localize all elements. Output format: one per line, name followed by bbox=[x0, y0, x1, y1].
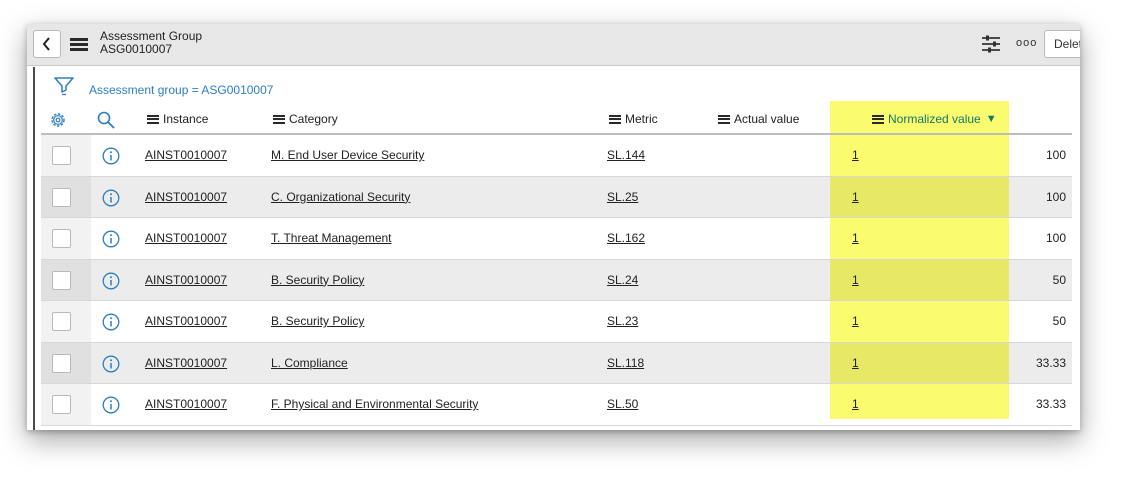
instance-link[interactable]: AINST0010007 bbox=[145, 189, 228, 204]
instance-link[interactable]: AINST0010007 bbox=[145, 272, 228, 287]
sliders-icon[interactable] bbox=[981, 35, 1001, 53]
metric-link[interactable]: SL.25 bbox=[607, 189, 639, 204]
filter-icon[interactable] bbox=[54, 77, 74, 96]
table-body: AINST0010007 M. End User Device Security… bbox=[41, 135, 1072, 426]
column-header-instance[interactable]: Instance bbox=[147, 112, 208, 126]
column-label-category: Category bbox=[289, 112, 338, 126]
table-row: AINST0010007 B. Security Policy SL.24 1 … bbox=[41, 259, 1072, 301]
metric-link[interactable]: SL.162 bbox=[607, 231, 646, 245]
category-link[interactable]: T. Threat Management bbox=[271, 231, 392, 245]
score-value: 50 bbox=[1052, 272, 1066, 287]
table-row: AINST0010007 F. Physical and Environment… bbox=[41, 384, 1072, 426]
score-value: 33.33 bbox=[1035, 397, 1066, 411]
info-icon[interactable] bbox=[102, 313, 120, 331]
category-link[interactable]: C. Organizational Security bbox=[271, 189, 411, 204]
chevron-left-icon bbox=[42, 37, 50, 51]
normalized-value-link[interactable]: 1 bbox=[852, 355, 859, 370]
category-link[interactable]: M. End User Device Security bbox=[271, 148, 425, 162]
table-row: AINST0010007 B. Security Policy SL.23 1 … bbox=[41, 301, 1072, 343]
category-link[interactable]: B. Security Policy bbox=[271, 314, 365, 328]
instance-link[interactable]: AINST0010007 bbox=[145, 314, 228, 328]
title-block: Assessment Group ASG0010007 bbox=[100, 30, 202, 56]
normalized-value-link[interactable]: 1 bbox=[852, 314, 859, 328]
normalized-value-link[interactable]: 1 bbox=[852, 231, 859, 245]
column-menu-icon[interactable] bbox=[718, 114, 730, 124]
instance-link[interactable]: AINST0010007 bbox=[145, 231, 228, 245]
metric-link[interactable]: SL.144 bbox=[607, 148, 646, 162]
more-options-icon[interactable]: ooo bbox=[1016, 37, 1038, 49]
column-header-normalized-value[interactable]: Normalized value ▼ bbox=[872, 112, 997, 126]
column-menu-icon[interactable] bbox=[147, 114, 159, 124]
info-icon[interactable] bbox=[102, 272, 120, 290]
sort-descending-icon[interactable]: ▼ bbox=[985, 113, 997, 125]
score-value: 100 bbox=[1045, 231, 1066, 245]
checkbox-cell bbox=[41, 259, 91, 300]
delete-button[interactable]: Delete bbox=[1044, 30, 1080, 58]
checkbox-cell bbox=[41, 176, 91, 217]
info-icon[interactable] bbox=[102, 396, 120, 414]
info-icon[interactable] bbox=[102, 147, 120, 165]
checkbox-cell bbox=[41, 135, 91, 176]
column-header-metric[interactable]: Metric bbox=[609, 112, 658, 126]
filter-breadcrumb[interactable]: Assessment group = ASG0010007 bbox=[89, 83, 274, 97]
score-value: 100 bbox=[1045, 189, 1066, 204]
results-table: AINST0010007 M. End User Device Security… bbox=[41, 133, 1072, 426]
row-checkbox[interactable] bbox=[52, 187, 71, 207]
column-label-normalized-value: Normalized value bbox=[888, 112, 981, 126]
category-link[interactable]: F. Physical and Environmental Security bbox=[271, 397, 479, 411]
record-number: ASG0010007 bbox=[100, 42, 173, 56]
info-icon[interactable] bbox=[102, 355, 120, 373]
info-icon[interactable] bbox=[102, 189, 120, 207]
instance-link[interactable]: AINST0010007 bbox=[145, 397, 228, 411]
gear-icon[interactable] bbox=[49, 111, 67, 129]
metric-link[interactable]: SL.118 bbox=[607, 355, 645, 370]
table-row: AINST0010007 L. Compliance SL.118 1 33.3… bbox=[41, 342, 1072, 384]
column-menu-icon[interactable] bbox=[609, 114, 621, 124]
score-value: 100 bbox=[1045, 148, 1066, 162]
table-row: AINST0010007 M. End User Device Security… bbox=[41, 135, 1072, 177]
category-link[interactable]: B. Security Policy bbox=[271, 272, 365, 287]
normalized-value-link[interactable]: 1 bbox=[852, 397, 859, 411]
metric-link[interactable]: SL.50 bbox=[607, 397, 639, 411]
normalized-value-link[interactable]: 1 bbox=[852, 189, 859, 204]
menu-icon[interactable] bbox=[70, 38, 88, 51]
column-label-instance: Instance bbox=[163, 112, 209, 126]
form-header: Assessment Group ASG0010007 ooo Delete bbox=[27, 24, 1080, 66]
instance-link[interactable]: AINST0010007 bbox=[145, 148, 228, 162]
row-checkbox[interactable] bbox=[52, 270, 71, 290]
checkbox-cell bbox=[41, 301, 91, 342]
row-checkbox[interactable] bbox=[52, 353, 71, 373]
metric-link[interactable]: SL.23 bbox=[607, 314, 639, 328]
left-border bbox=[33, 67, 35, 430]
checkbox-cell bbox=[41, 342, 91, 383]
page-title: Assessment Group bbox=[100, 29, 203, 43]
header-divider bbox=[41, 133, 1072, 135]
normalized-value-link[interactable]: 1 bbox=[852, 148, 859, 162]
row-checkbox[interactable] bbox=[52, 146, 71, 165]
score-value: 50 bbox=[1052, 314, 1066, 328]
column-label-metric: Metric bbox=[625, 112, 658, 126]
info-icon[interactable] bbox=[102, 230, 120, 248]
column-label-actual-value: Actual value bbox=[734, 112, 800, 126]
table-row: AINST0010007 C. Organizational Security … bbox=[41, 176, 1072, 218]
back-button[interactable] bbox=[33, 30, 61, 58]
metric-link[interactable]: SL.24 bbox=[607, 272, 639, 287]
row-checkbox[interactable] bbox=[52, 395, 71, 414]
column-menu-icon[interactable] bbox=[273, 114, 285, 124]
column-header-actual-value[interactable]: Actual value bbox=[718, 112, 799, 126]
table-row: AINST0010007 T. Threat Management SL.162… bbox=[41, 218, 1072, 260]
column-menu-icon[interactable] bbox=[872, 114, 884, 124]
instance-link[interactable]: AINST0010007 bbox=[145, 355, 228, 370]
score-value: 33.33 bbox=[1035, 355, 1066, 370]
category-link[interactable]: L. Compliance bbox=[271, 355, 348, 370]
normalized-value-link[interactable]: 1 bbox=[852, 272, 859, 287]
row-checkbox[interactable] bbox=[52, 229, 71, 248]
column-highlight bbox=[830, 101, 1009, 419]
search-icon[interactable] bbox=[97, 111, 115, 129]
row-checkbox[interactable] bbox=[52, 312, 71, 331]
app-window: Assessment Group ASG0010007 ooo Delete A… bbox=[27, 24, 1080, 430]
checkbox-cell bbox=[41, 218, 91, 259]
column-header-category[interactable]: Category bbox=[273, 112, 338, 126]
checkbox-cell bbox=[41, 384, 91, 425]
